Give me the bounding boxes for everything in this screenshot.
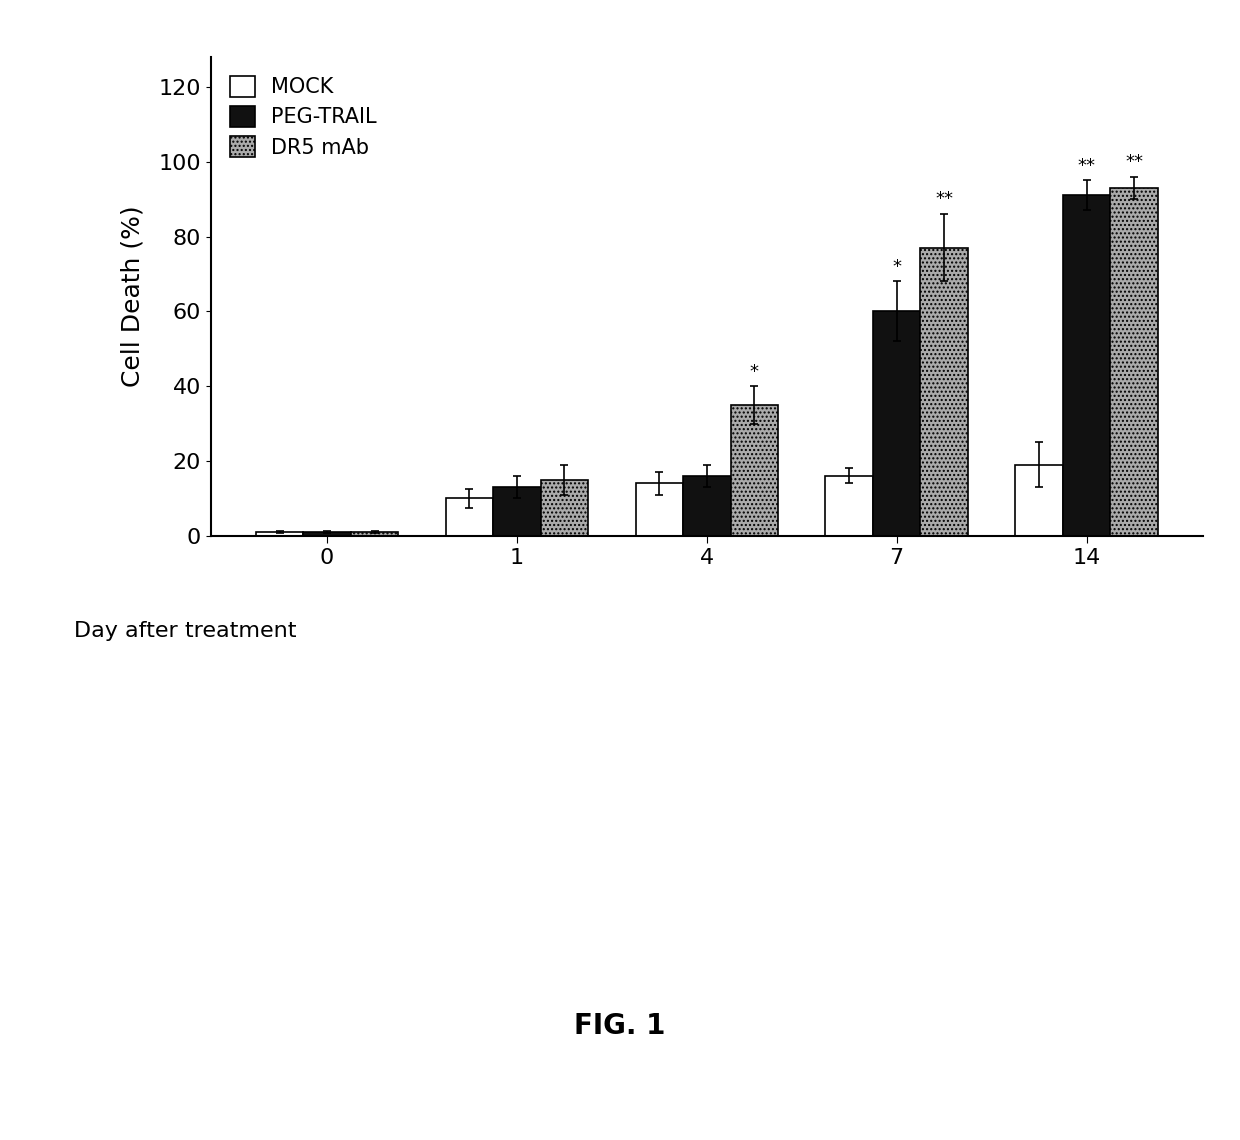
Bar: [873, 311, 920, 536]
Bar: [494, 487, 541, 536]
Text: **: **: [1078, 157, 1095, 174]
Text: *: *: [892, 258, 901, 276]
Bar: [1016, 465, 1063, 536]
Bar: [304, 532, 351, 536]
Text: FIG. 1: FIG. 1: [574, 1012, 666, 1040]
Bar: [255, 532, 304, 536]
Y-axis label: Cell Death (%): Cell Death (%): [120, 205, 145, 388]
Bar: [920, 247, 968, 536]
Text: *: *: [750, 363, 759, 381]
Bar: [351, 532, 398, 536]
Bar: [1063, 195, 1110, 536]
Bar: [636, 483, 683, 536]
Bar: [683, 477, 730, 536]
Bar: [541, 480, 588, 536]
Bar: [1110, 188, 1158, 536]
Legend: MOCK, PEG-TRAIL, DR5 mAb: MOCK, PEG-TRAIL, DR5 mAb: [221, 67, 386, 166]
Text: **: **: [1125, 153, 1143, 171]
Bar: [730, 405, 777, 536]
Bar: [826, 477, 873, 536]
Text: **: **: [935, 190, 954, 209]
Bar: [445, 498, 494, 536]
Text: Day after treatment: Day after treatment: [74, 621, 296, 642]
